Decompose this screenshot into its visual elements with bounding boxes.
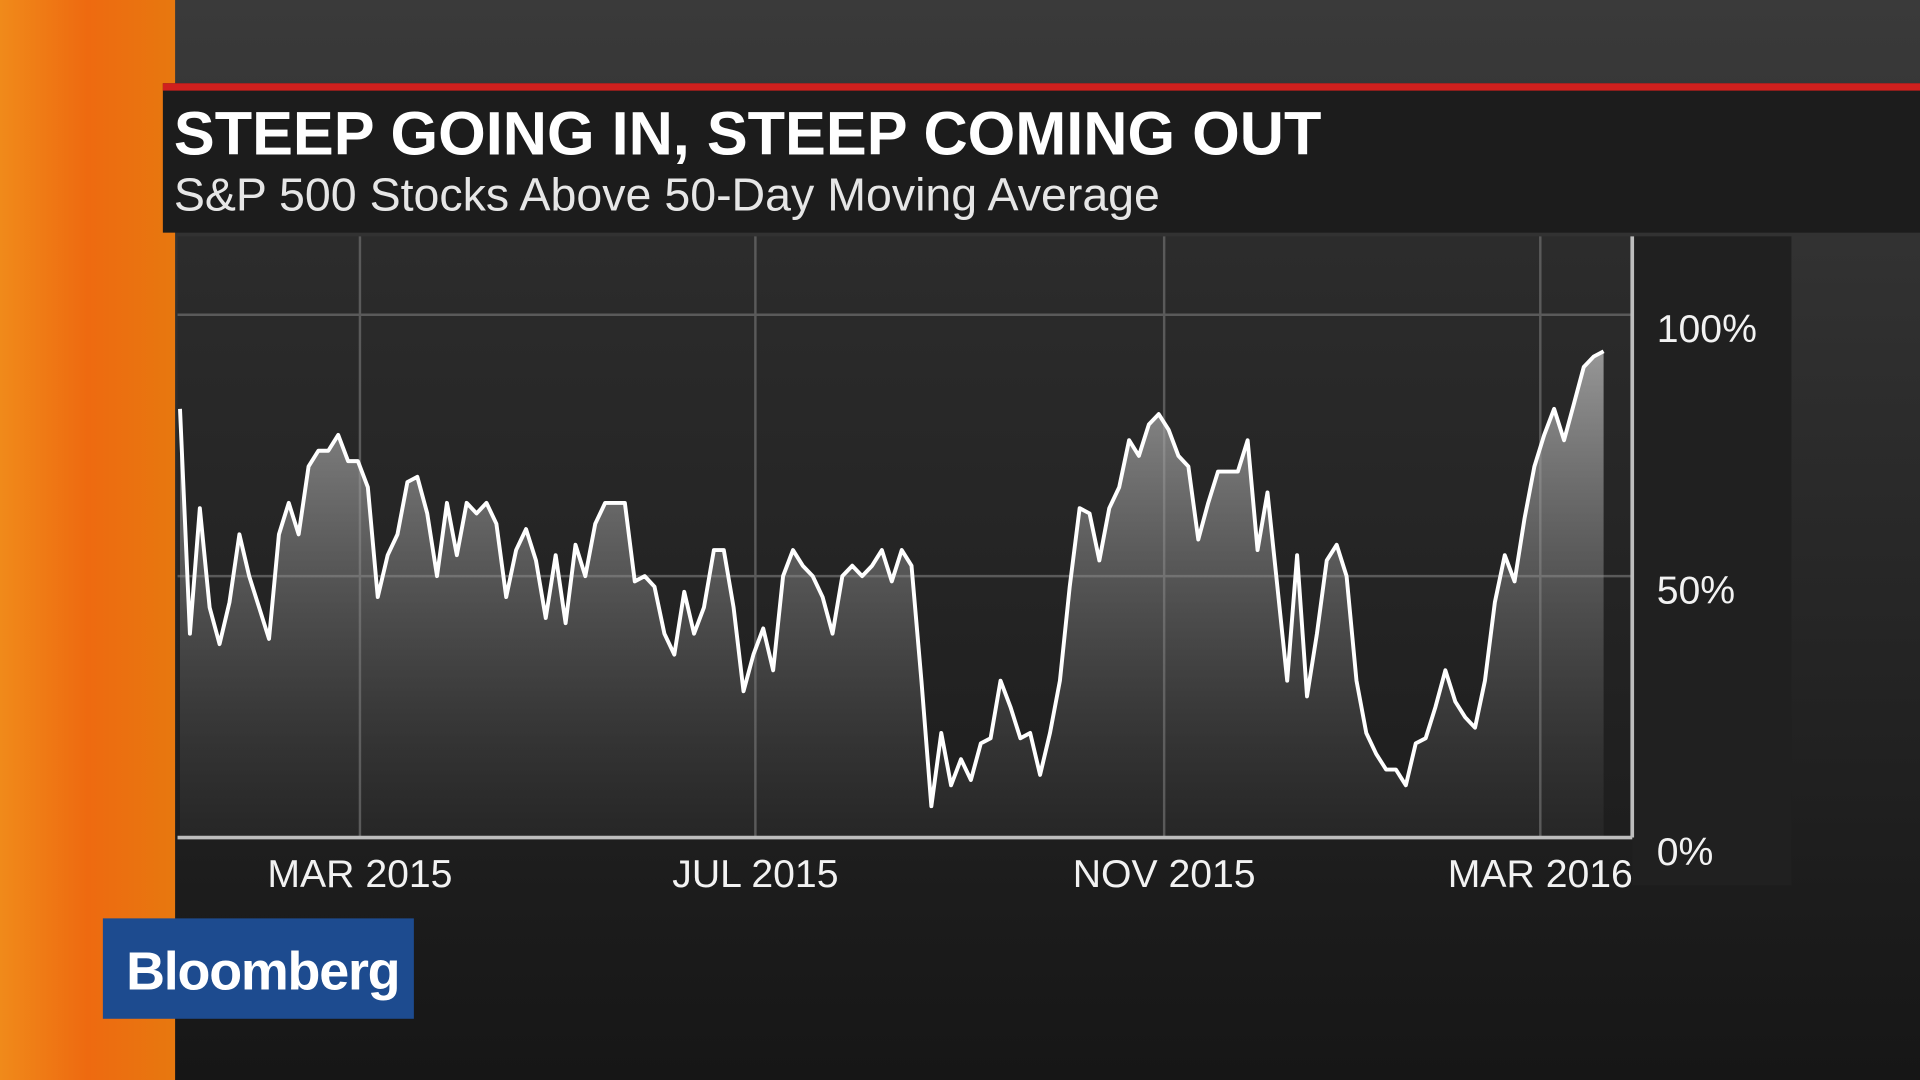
x-tick-label: NOV 2015	[1073, 853, 1256, 896]
y-tick-label: 0%	[1657, 831, 1714, 874]
x-tick-label: MAR 2015	[267, 853, 452, 896]
title-rule	[162, 83, 1920, 91]
y-tick-label: 50%	[1657, 570, 1735, 613]
x-tick-label: MAR 2016	[1448, 853, 1633, 896]
axis-panel	[1632, 236, 1792, 886]
logo: Bloomberg	[126, 941, 399, 1001]
chart-title: STEEP GOING IN, STEEP COMING OUT	[174, 99, 1321, 167]
title-box	[162, 83, 1920, 233]
area	[180, 351, 1604, 838]
y-tick-label: 100%	[1657, 308, 1757, 351]
side-strip	[0, 0, 176, 1080]
chart-subtitle: S&P 500 Stocks Above 50-Day Moving Avera…	[174, 169, 1160, 221]
line	[178, 349, 1605, 809]
logo-box	[102, 918, 414, 1019]
x-tick-label: JUL 2015	[672, 853, 838, 896]
